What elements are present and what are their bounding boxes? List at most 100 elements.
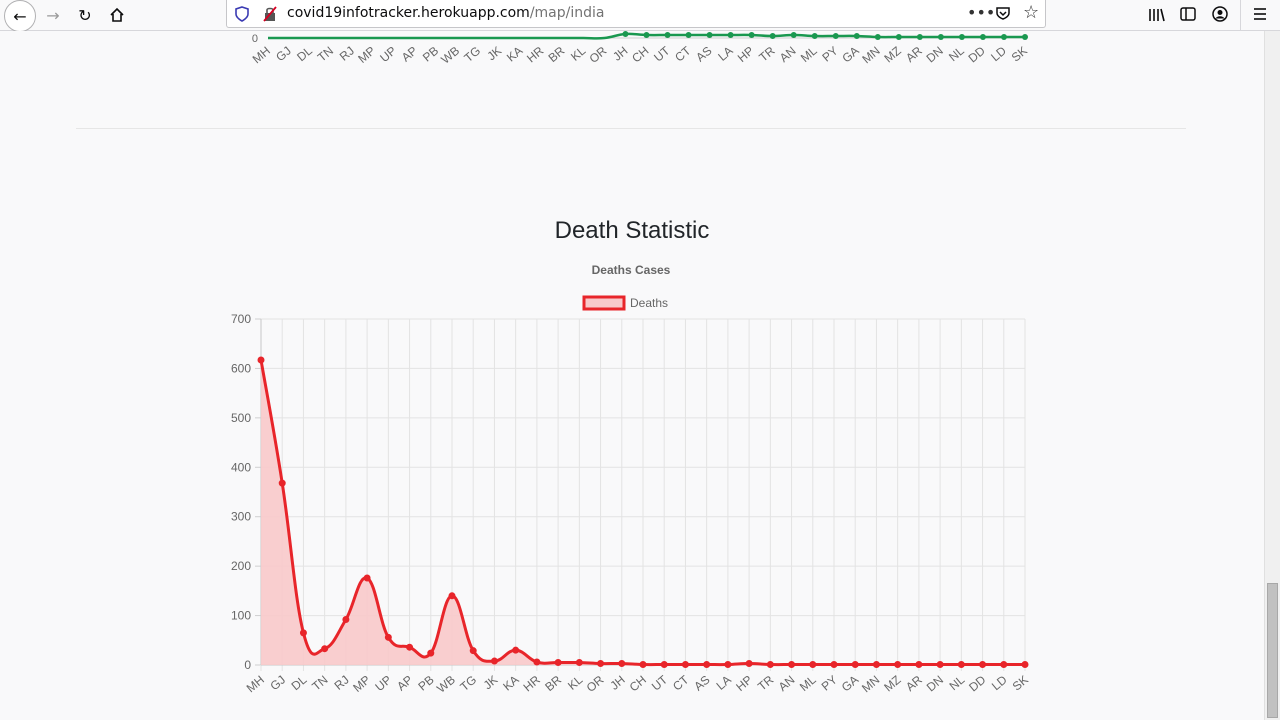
y-tick-label: 700 — [231, 312, 251, 326]
x-tick-label: JH — [607, 673, 627, 693]
scrollbar-thumb[interactable] — [1267, 583, 1278, 718]
section-title: Death Statistic — [554, 217, 710, 244]
forward-button[interactable]: → — [38, 2, 68, 28]
data-point[interactable] — [745, 660, 753, 668]
shield-icon — [235, 6, 249, 22]
x-tick-label: AR — [903, 672, 925, 694]
home-icon — [110, 7, 124, 22]
data-point[interactable] — [427, 649, 435, 657]
back-button[interactable]: ← — [4, 0, 36, 32]
data-point[interactable] — [724, 661, 732, 669]
x-tick-label: DN — [924, 673, 946, 695]
x-tick-label: AS — [691, 673, 712, 694]
data-point[interactable] — [851, 661, 859, 669]
more-icon: ••• — [967, 3, 996, 22]
data-point[interactable] — [979, 661, 987, 669]
y-tick-label: 500 — [231, 411, 251, 425]
x-tick-label: UT — [649, 672, 671, 693]
top-data-point — [874, 34, 881, 40]
reload-button[interactable]: ↻ — [70, 2, 100, 28]
account-icon[interactable] — [1212, 6, 1228, 22]
data-point[interactable] — [448, 592, 456, 600]
top-x-tick-label: MZ — [881, 44, 903, 66]
data-point[interactable] — [830, 661, 838, 669]
data-point[interactable] — [512, 646, 520, 654]
x-tick-label: AN — [776, 673, 798, 694]
x-tick-label: TG — [457, 673, 479, 694]
x-tick-label: ML — [797, 672, 819, 694]
section-divider — [76, 128, 1186, 129]
data-point[interactable] — [894, 661, 902, 669]
top-x-tick-label: ML — [798, 43, 820, 65]
x-tick-label: AP — [394, 673, 415, 694]
y-tick-label: 600 — [231, 361, 251, 375]
data-point[interactable] — [766, 661, 774, 669]
url-bar[interactable]: covid19infotracker.herokuapp.com/map/ind… — [226, 0, 1046, 28]
sidebar-icon[interactable] — [1180, 6, 1196, 22]
data-point[interactable] — [681, 661, 689, 669]
data-point[interactable] — [639, 661, 647, 669]
top-x-tick-label: JK — [484, 44, 504, 64]
data-point[interactable] — [660, 661, 668, 669]
death-chart: Deaths Cases Deaths 0 100 200 300 400 500 600 700… — [231, 263, 1031, 696]
url-text: covid19infotracker.herokuapp.com/map/ind… — [287, 5, 604, 21]
data-point[interactable] — [490, 657, 498, 665]
home-button[interactable] — [102, 2, 132, 28]
top-x-tick-label: HP — [735, 44, 757, 65]
data-point[interactable] — [915, 661, 923, 669]
legend-label[interactable]: Deaths — [630, 296, 668, 310]
data-point[interactable] — [533, 658, 541, 666]
arrow-right-icon: → — [46, 5, 60, 25]
data-point[interactable] — [321, 645, 329, 653]
top-x-tick-label: DD — [966, 43, 989, 65]
top-x-tick-label: UT — [651, 43, 673, 64]
data-point[interactable] — [788, 661, 796, 669]
x-tick-label: JK — [481, 673, 501, 693]
top-x-tick-label: AP — [399, 44, 420, 65]
x-tick-label: PY — [819, 673, 840, 694]
top-x-tick-label: MP — [355, 44, 378, 66]
page-actions-button[interactable]: ••• — [967, 3, 995, 22]
data-point[interactable] — [384, 633, 392, 641]
data-point[interactable] — [618, 660, 626, 668]
legend-swatch[interactable] — [582, 295, 626, 311]
top-x-tick-label: NL — [946, 43, 967, 64]
data-point[interactable] — [257, 356, 265, 364]
top-x-tick-label: MH — [250, 44, 273, 67]
data-point[interactable] — [809, 661, 817, 669]
browser-toolbar: ← → ↻ covid19infotracker.herokuapp.com/m… — [0, 0, 1280, 32]
x-tick-label: KL — [565, 672, 585, 692]
data-point[interactable] — [342, 616, 350, 624]
data-point[interactable] — [554, 659, 562, 667]
data-point[interactable] — [469, 647, 477, 655]
bookmark-star-button[interactable]: ☆ — [1023, 2, 1039, 23]
data-point[interactable] — [1000, 661, 1008, 669]
top-x-tick-label: LD — [988, 43, 1009, 64]
data-point[interactable] — [575, 659, 583, 667]
x-tick-label: MH — [244, 673, 267, 696]
x-tick-label: TR — [755, 672, 777, 693]
pocket-icon[interactable] — [995, 5, 1011, 21]
data-point[interactable] — [299, 629, 307, 637]
top-x-tick-label: DL — [294, 43, 315, 64]
data-point[interactable] — [936, 661, 944, 669]
menu-icon[interactable] — [1252, 7, 1268, 21]
library-icon[interactable] — [1148, 7, 1166, 23]
page-scrollbar[interactable] — [1264, 31, 1280, 720]
top-x-tick-label: SK — [1009, 44, 1030, 65]
data-point[interactable] — [703, 661, 711, 669]
x-tick-label: SK — [1010, 673, 1031, 694]
top-x-tick-label: KL — [568, 43, 588, 63]
x-tick-label: RJ — [332, 673, 352, 693]
x-tick-label: LA — [714, 673, 734, 693]
x-tick-label: DL — [289, 672, 310, 693]
data-point[interactable] — [406, 643, 414, 651]
reload-icon: ↻ — [78, 5, 92, 25]
data-point[interactable] — [278, 479, 286, 487]
data-point[interactable] — [1021, 661, 1029, 669]
data-point[interactable] — [957, 661, 965, 669]
data-point[interactable] — [872, 661, 880, 669]
data-point[interactable] — [363, 574, 371, 582]
data-point[interactable] — [597, 660, 605, 668]
